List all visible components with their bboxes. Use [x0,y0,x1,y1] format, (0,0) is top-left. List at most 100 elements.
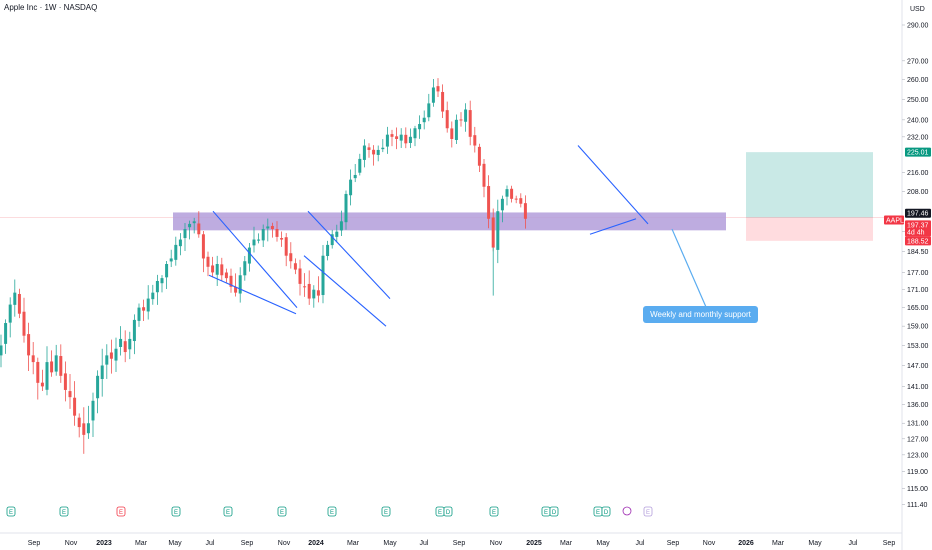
candle[interactable] [91,392,95,438]
candle[interactable] [445,101,449,133]
candle[interactable] [450,121,454,148]
candle[interactable] [257,233,261,244]
candle[interactable] [40,369,44,391]
candle[interactable] [151,284,155,305]
candle[interactable] [381,139,385,153]
earnings-event-marker[interactable]: E [277,506,287,517]
candle[interactable] [68,373,72,409]
candle[interactable] [13,279,17,317]
candle[interactable] [321,245,325,304]
earnings-event-marker[interactable]: E [381,506,391,517]
candle[interactable] [436,78,440,98]
trend-line[interactable] [307,210,391,299]
candle[interactable] [22,297,26,343]
candle[interactable] [169,249,173,268]
candle[interactable] [215,255,219,286]
candle[interactable] [454,114,458,145]
candle[interactable] [441,84,445,119]
candle[interactable] [385,126,389,154]
candle[interactable] [114,337,118,372]
candle[interactable] [36,357,40,400]
candle[interactable] [266,218,270,242]
candle[interactable] [431,79,435,107]
candle[interactable] [192,217,196,234]
candle[interactable] [183,222,187,252]
candle[interactable] [82,407,86,454]
dividend-event-marker[interactable]: D [443,506,453,517]
earnings-event-marker[interactable]: E [171,506,181,517]
candle[interactable] [261,224,265,247]
candle[interactable] [8,297,12,338]
candle[interactable] [77,413,81,438]
candle[interactable] [422,110,426,130]
earnings-event-marker[interactable]: E [643,506,653,517]
candle[interactable] [523,195,527,229]
candle[interactable] [160,275,164,293]
earnings-event-marker[interactable]: E [541,506,551,517]
candle[interactable] [238,267,242,303]
candle[interactable] [500,195,504,223]
candle[interactable] [418,115,422,139]
candle[interactable] [17,288,21,319]
candle[interactable] [142,299,146,322]
long-position-profit-zone[interactable] [746,152,873,218]
candle[interactable] [174,236,178,266]
candle[interactable] [487,175,491,229]
candle[interactable] [468,100,472,146]
candle[interactable] [477,143,481,172]
candle[interactable] [413,125,417,147]
candle[interactable] [298,259,302,296]
candle[interactable] [27,322,31,371]
candle[interactable] [45,346,49,396]
candle[interactable] [197,211,201,238]
candle[interactable] [270,222,274,238]
earnings-event-marker[interactable]: E [327,506,337,517]
candle[interactable] [234,273,238,297]
candle[interactable] [252,226,256,253]
trend-line[interactable] [589,218,637,235]
candle[interactable] [119,326,123,356]
candle[interactable] [339,210,343,237]
split-event-icon[interactable] [622,506,632,516]
earnings-event-marker[interactable]: E [116,506,126,517]
candle[interactable] [220,257,224,281]
candle[interactable] [59,344,63,383]
candle[interactable] [510,185,514,203]
candle[interactable] [247,242,251,272]
candle[interactable] [372,145,376,166]
candle[interactable] [224,268,228,284]
candle[interactable] [459,112,463,127]
candle[interactable] [146,285,150,320]
candle[interactable] [404,127,408,149]
earnings-event-marker[interactable]: E [6,506,16,517]
candle[interactable] [376,145,380,162]
candle[interactable] [155,274,159,305]
candle[interactable] [496,199,500,264]
earnings-event-marker[interactable]: E [59,506,69,517]
candle[interactable] [427,93,431,122]
candle[interactable] [330,229,334,249]
trend-line[interactable] [212,210,298,308]
candle[interactable] [284,233,288,267]
trend-line[interactable] [577,145,649,225]
annotation-weekly-monthly-support[interactable]: Weekly and monthly support [643,306,758,323]
candle[interactable] [109,339,113,374]
support-zone[interactable] [173,212,726,231]
candle[interactable] [464,103,468,132]
candle[interactable] [0,334,3,368]
candle[interactable] [289,242,293,269]
candle[interactable] [335,224,339,243]
candle[interactable] [307,270,311,305]
candle[interactable] [50,350,54,377]
candle[interactable] [96,370,100,414]
candle[interactable] [243,256,247,281]
candle[interactable] [482,159,486,198]
earnings-event-marker[interactable]: E [435,506,445,517]
candle[interactable] [211,256,215,278]
candle[interactable] [491,208,495,252]
candle[interactable] [54,344,58,376]
candle[interactable] [229,268,233,293]
candle[interactable] [178,233,182,256]
dividend-event-marker[interactable]: D [601,506,611,517]
candle[interactable] [519,193,523,208]
